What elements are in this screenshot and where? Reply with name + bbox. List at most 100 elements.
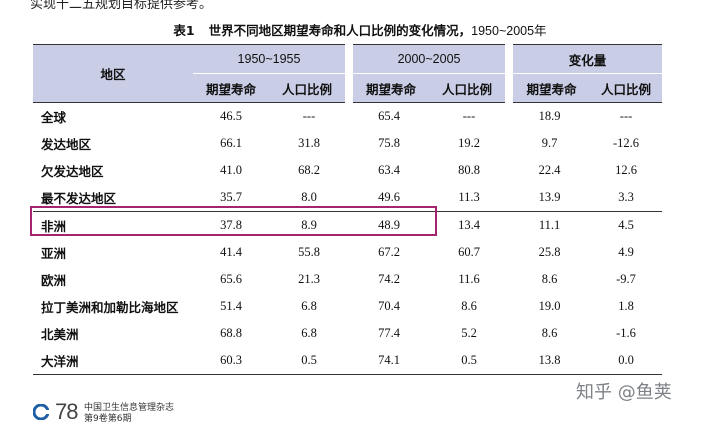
region-cell: 发达地区	[33, 130, 193, 157]
value-cell: 0.5	[429, 347, 510, 375]
region-cell: 非洲	[33, 211, 193, 239]
value-cell: 11.1	[509, 211, 591, 239]
value-cell: 70.4	[349, 293, 430, 320]
value-cell: 49.6	[349, 184, 430, 212]
group-header-2000: 2000~2005	[345, 44, 510, 74]
region-cell: 亚洲	[33, 239, 193, 266]
region-cell: 欧洲	[33, 266, 193, 293]
value-cell: 9.7	[509, 130, 591, 157]
value-cell: 68.8	[193, 320, 269, 347]
value-cell: 19.2	[429, 130, 510, 157]
value-cell: 4.5	[590, 211, 663, 239]
journal-logo-icon	[33, 404, 49, 420]
value-cell: 60.3	[193, 347, 269, 375]
value-cell: 68.2	[269, 157, 350, 184]
value-cell: 67.2	[349, 239, 430, 266]
value-cell: 12.6	[590, 157, 663, 184]
group-header-change: 变化量	[505, 44, 663, 74]
value-cell: 13.4	[429, 211, 510, 239]
table-row: 北美洲 68.8 6.8 77.4 5.2 8.6 -1.6	[33, 320, 663, 347]
value-cell: 37.8	[193, 211, 269, 239]
table-row: 拉丁美洲和加勒比海地区 51.4 6.8 70.4 8.6 19.0 1.8	[33, 293, 663, 320]
caption-title: 世界不同地区期望寿命和人口比例的变化情况，	[208, 23, 472, 38]
table-row: 全球 46.5 --- 65.4 --- 18.9 ---	[33, 102, 663, 130]
region-cell: 欠发达地区	[33, 157, 193, 184]
value-cell: 6.8	[269, 320, 350, 347]
value-cell: 75.8	[349, 130, 430, 157]
caption-number: 表1	[173, 23, 195, 38]
region-cell: 拉丁美洲和加勒比海地区	[33, 293, 193, 320]
caption-years: 1950~2005年	[471, 24, 547, 38]
value-cell: 19.0	[509, 293, 591, 320]
value-cell: 6.8	[269, 293, 350, 320]
value-cell: ---	[429, 102, 510, 130]
value-cell: 11.3	[429, 184, 510, 212]
table-row: 非洲 37.8 8.9 48.9 13.4 11.1 4.5	[33, 211, 663, 239]
table-row: 欧洲 65.6 21.3 74.2 11.6 8.6 -9.7	[33, 266, 663, 293]
value-cell: 3.3	[590, 184, 663, 212]
region-cell: 全球	[33, 102, 193, 130]
value-cell: -1.6	[590, 320, 663, 347]
subheader-life-expectancy: 期望寿命	[193, 73, 269, 103]
value-cell: 80.8	[429, 157, 510, 184]
value-cell: -9.7	[590, 266, 663, 293]
table-row: 最不发达地区 35.7 8.0 49.6 11.3 13.9 3.3	[33, 184, 663, 212]
value-cell: 8.9	[269, 211, 350, 239]
top-paragraph-fragment: 实现十二五规划目标提供参考。	[30, 0, 213, 12]
value-cell: 51.4	[193, 293, 269, 320]
subheader-life-expectancy: 期望寿命	[345, 73, 430, 103]
region-column-header: 地区	[33, 44, 193, 103]
value-cell: 21.3	[269, 266, 350, 293]
value-cell: 22.4	[509, 157, 591, 184]
value-cell: 8.6	[509, 320, 591, 347]
value-cell: 41.4	[193, 239, 269, 266]
group-header-1950: 1950~1955	[193, 44, 350, 74]
value-cell: 0.5	[269, 347, 350, 375]
value-cell: 0.0	[590, 347, 663, 375]
value-cell: 65.6	[193, 266, 269, 293]
value-cell: 60.7	[429, 239, 510, 266]
value-cell: ---	[590, 102, 663, 130]
subheader-population-share: 人口比例	[269, 73, 350, 103]
value-cell: 41.0	[193, 157, 269, 184]
value-cell: 25.8	[509, 239, 591, 266]
region-cell: 大洋洲	[33, 347, 193, 375]
table-row: 大洋洲 60.3 0.5 74.1 0.5 13.8 0.0	[33, 347, 663, 375]
journal-issue: 第9卷第6期	[84, 414, 132, 424]
life-expectancy-table: 地区 1950~1955 2000~2005 变化量 期望寿命 人口比例 期望寿…	[33, 44, 663, 375]
journal-title: 中国卫生信息管理杂志	[84, 403, 175, 413]
value-cell: 66.1	[193, 130, 269, 157]
region-cell: 北美洲	[33, 320, 193, 347]
value-cell: 18.9	[509, 102, 591, 130]
value-cell: 8.6	[429, 293, 510, 320]
value-cell: 8.6	[509, 266, 591, 293]
table-row: 亚洲 41.4 55.8 67.2 60.7 25.8 4.9	[33, 239, 663, 266]
table-row: 欠发达地区 41.0 68.2 63.4 80.8 22.4 12.6	[33, 157, 663, 184]
zhihu-watermark: 知乎 @鱼荚	[576, 382, 672, 403]
value-cell: 48.9	[349, 211, 430, 239]
value-cell: 35.7	[193, 184, 269, 212]
value-cell: 74.2	[349, 266, 430, 293]
value-cell: 46.5	[193, 102, 269, 130]
page-number: 78	[55, 399, 79, 424]
value-cell: 74.1	[349, 347, 430, 375]
subheader-life-expectancy: 期望寿命	[505, 73, 591, 103]
value-cell: -12.6	[590, 130, 663, 157]
value-cell: 77.4	[349, 320, 430, 347]
value-cell: ---	[269, 102, 350, 130]
journal-name: 中国卫生信息管理杂志 第9卷第6期	[84, 403, 174, 425]
value-cell: 13.9	[509, 184, 591, 212]
region-cell: 最不发达地区	[33, 184, 193, 212]
value-cell: 63.4	[349, 157, 430, 184]
value-cell: 55.8	[269, 239, 350, 266]
value-cell: 31.8	[269, 130, 350, 157]
subheader-population-share: 人口比例	[590, 73, 663, 103]
value-cell: 11.6	[429, 266, 510, 293]
value-cell: 5.2	[429, 320, 510, 347]
table-row: 发达地区 66.1 31.8 75.8 19.2 9.7 -12.6	[33, 130, 663, 157]
subheader-population-share: 人口比例	[429, 73, 510, 103]
value-cell: 13.8	[509, 347, 591, 375]
value-cell: 65.4	[349, 102, 430, 130]
value-cell: 1.8	[590, 293, 663, 320]
value-cell: 4.9	[590, 239, 663, 266]
